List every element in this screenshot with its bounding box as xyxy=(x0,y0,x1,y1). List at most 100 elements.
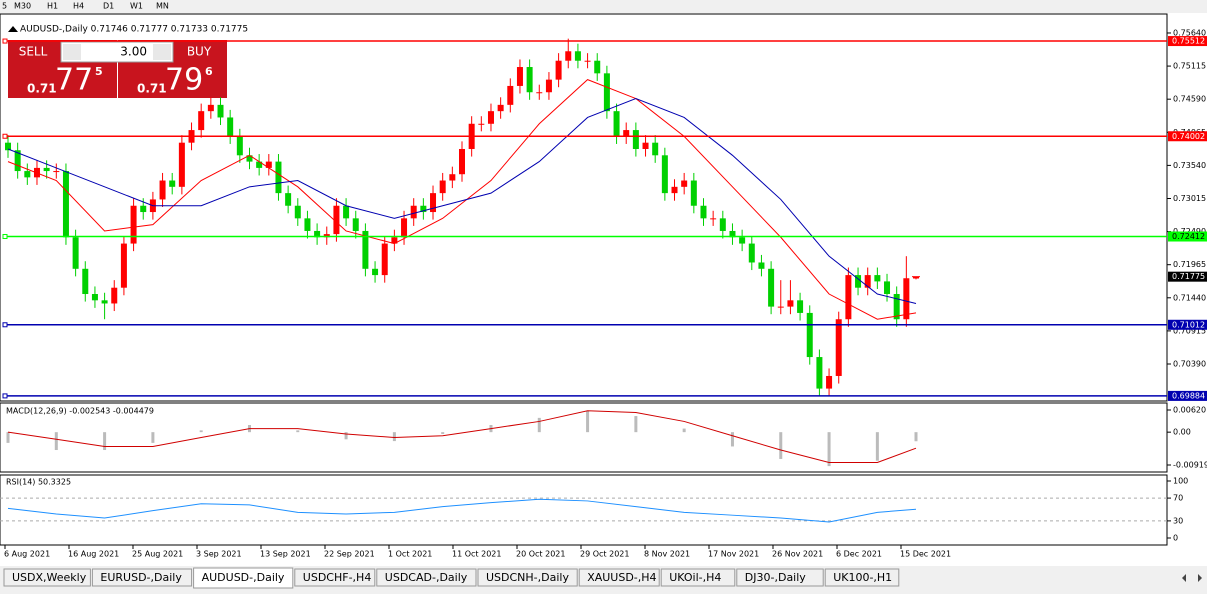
level-handle[interactable] xyxy=(2,133,8,139)
date-label: 6 Dec 2021 xyxy=(836,550,882,559)
candle-body xyxy=(710,218,717,220)
lots-down[interactable] xyxy=(63,44,81,60)
candle-body xyxy=(594,60,601,74)
y-tick-label: 0.70390 xyxy=(1173,359,1206,368)
tab[interactable] xyxy=(578,568,660,587)
candle-body xyxy=(333,205,340,235)
candle-body xyxy=(256,161,263,168)
macd-histogram-bar xyxy=(586,410,590,433)
timeframe-button[interactable]: M30 xyxy=(14,2,31,11)
tab[interactable] xyxy=(477,568,578,587)
candle-body xyxy=(565,51,572,61)
tab[interactable] xyxy=(193,567,294,589)
y-tick-label: 0.74590 xyxy=(1173,95,1206,104)
candle-body xyxy=(893,294,900,320)
candle-body xyxy=(574,51,581,61)
rsi-label: RSI(14) 50.3325 xyxy=(6,478,71,487)
lots-field[interactable] xyxy=(60,41,174,63)
lots-value[interactable]: 3.00 xyxy=(120,45,147,59)
tab-label[interactable]: USDCHF-,H4 xyxy=(303,571,372,584)
level-label: 0.69884 xyxy=(1172,391,1205,400)
level-handle[interactable] xyxy=(2,38,8,44)
tab[interactable] xyxy=(736,568,824,587)
rsi-tick-label: 30 xyxy=(1173,516,1183,525)
tab-label[interactable]: USDCNH-,Daily xyxy=(486,571,569,584)
candle-body xyxy=(671,186,678,194)
date-label: 13 Sep 2021 xyxy=(260,550,311,559)
candle-body xyxy=(874,275,881,282)
candle-body xyxy=(246,155,253,162)
candle-body xyxy=(101,300,108,304)
candle-body xyxy=(739,237,746,244)
tab-label[interactable]: UK100-,H1 xyxy=(833,571,892,584)
candle-body xyxy=(903,278,910,320)
candle-body xyxy=(497,104,504,112)
candle-body xyxy=(632,130,639,149)
tab-label[interactable]: EURUSD-,Daily xyxy=(100,571,182,584)
candle-body xyxy=(178,142,185,187)
tab-label[interactable]: XAUUSD-,H4 xyxy=(587,571,656,584)
rsi-line xyxy=(7,498,917,523)
y-tick-label: 0.71965 xyxy=(1173,260,1206,269)
lots-up[interactable] xyxy=(153,44,171,60)
candle-body xyxy=(845,275,852,320)
macd-histogram-bar xyxy=(827,432,831,467)
candle-body xyxy=(401,218,408,238)
rsi-tick-label: 70 xyxy=(1173,494,1183,503)
tab[interactable] xyxy=(824,568,900,587)
bid-fraction: 5 xyxy=(95,65,103,78)
tab-label[interactable]: UKOil-,H4 xyxy=(669,571,721,584)
rsi-tick-label: 100 xyxy=(1173,476,1188,485)
tab-scroll-left[interactable] xyxy=(1182,574,1186,582)
ask-big: 0.71 xyxy=(137,82,167,96)
level-handle[interactable] xyxy=(2,234,8,240)
tab[interactable] xyxy=(91,568,193,587)
y-tick-label: 0.73015 xyxy=(1173,194,1206,203)
tab-scroll-right[interactable] xyxy=(1198,574,1202,582)
candle-body xyxy=(758,262,765,269)
candle-body xyxy=(275,161,282,194)
candle-body xyxy=(719,218,726,231)
tab[interactable] xyxy=(660,568,736,587)
tab[interactable] xyxy=(294,568,376,587)
macd-tick-label: 0.00 xyxy=(1173,428,1191,437)
candle-body xyxy=(82,268,89,295)
date-label: 16 Aug 2021 xyxy=(68,550,119,559)
timeframe-button[interactable]: 5 xyxy=(2,2,7,11)
tab-label[interactable]: USDX,Weekly xyxy=(12,571,87,584)
level-handle[interactable] xyxy=(2,393,8,399)
timeframe-button[interactable]: W1 xyxy=(130,2,143,11)
tab[interactable] xyxy=(3,568,91,587)
candle-body xyxy=(449,174,456,181)
timeframe-button[interactable]: H4 xyxy=(73,2,84,11)
tab-label[interactable]: DJ30-,Daily xyxy=(745,571,807,584)
candle-body xyxy=(53,171,60,173)
candle-body xyxy=(478,123,485,125)
macd-histogram-bar xyxy=(151,432,155,443)
candle-body xyxy=(169,180,176,187)
level-handle[interactable] xyxy=(2,322,8,328)
tab-label[interactable]: AUDUSD-,Daily xyxy=(202,571,285,584)
candle-body xyxy=(120,243,127,288)
level-label-box xyxy=(1168,131,1207,142)
candle-body xyxy=(729,230,736,238)
sell-button[interactable]: SELL xyxy=(19,45,48,59)
tab[interactable] xyxy=(376,568,477,587)
candle-body xyxy=(545,79,552,93)
macd-histogram-bar xyxy=(537,417,541,433)
tab-label[interactable]: USDCAD-,Daily xyxy=(385,571,468,584)
date-label: 22 Sep 2021 xyxy=(324,550,375,559)
timeframe-button[interactable]: D1 xyxy=(103,2,114,11)
timeframe-button[interactable]: MN xyxy=(156,2,169,11)
candle-body xyxy=(207,104,214,112)
candle-body xyxy=(884,281,891,295)
buy-button[interactable]: BUY xyxy=(187,45,212,59)
candle-body xyxy=(913,276,919,279)
candle-body xyxy=(130,205,137,244)
y-tick-label: 0.75640 xyxy=(1173,28,1206,37)
macd-tick-label: 0.006201 xyxy=(1173,406,1207,415)
date-label: 3 Sep 2021 xyxy=(196,550,242,559)
timeframe-button[interactable]: H1 xyxy=(47,2,58,11)
